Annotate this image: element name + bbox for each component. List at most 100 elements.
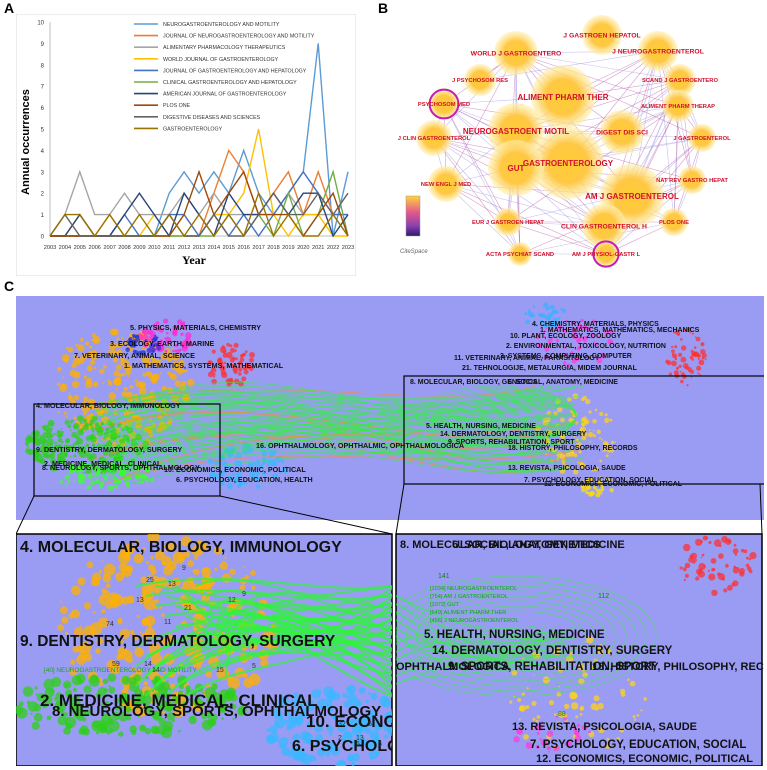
y-tick-label: 4 bbox=[41, 149, 45, 155]
zoom-left-dot bbox=[142, 547, 146, 551]
citing-journal-dot bbox=[164, 349, 168, 353]
zoom-right-curve bbox=[396, 635, 557, 653]
zoom-left-dot bbox=[98, 681, 104, 686]
zoom-left-dot bbox=[89, 712, 94, 716]
zoom-right-curve bbox=[396, 625, 547, 669]
left-cluster-label: 7. VETERINARY, ANIMAL, SCIENCE bbox=[74, 351, 195, 360]
zoom-right-dot bbox=[586, 636, 594, 644]
zoom-left-dot bbox=[326, 701, 333, 708]
network-node bbox=[600, 110, 644, 154]
zoom-right-dot bbox=[517, 698, 522, 702]
citing-journal-dot bbox=[76, 449, 83, 455]
cited-journal-dot bbox=[539, 313, 543, 318]
zoom-left-dot bbox=[118, 711, 129, 722]
cited-journal-dot bbox=[678, 364, 682, 368]
zoom-left-dot bbox=[108, 685, 111, 688]
zoom-left-number: 12 bbox=[228, 597, 236, 604]
zoom-left-dot bbox=[340, 718, 342, 720]
zoom-right-dot bbox=[695, 538, 703, 546]
citing-journal-dot bbox=[65, 346, 69, 350]
zoom-right-dot bbox=[718, 553, 724, 559]
citing-journal-dot bbox=[140, 473, 146, 480]
citing-journal-dot bbox=[121, 337, 124, 340]
citing-journal-dot bbox=[233, 378, 240, 385]
citing-journal-dot bbox=[69, 463, 75, 470]
cited-journal-dot bbox=[576, 323, 583, 330]
citing-journal-dot bbox=[77, 344, 85, 352]
network-edge bbox=[673, 105, 679, 223]
cited-journal-dot bbox=[524, 312, 528, 315]
citing-journal-dot bbox=[73, 454, 77, 458]
series-line-9 bbox=[49, 191, 349, 237]
zoom-right-dot bbox=[536, 724, 543, 731]
zoom-right-curve bbox=[396, 595, 577, 645]
zoom-right-dot bbox=[711, 589, 718, 596]
cited-journal-dot bbox=[593, 341, 596, 344]
citing-journal-dot bbox=[209, 472, 216, 479]
citing-journal-dot bbox=[174, 349, 177, 353]
zoom-right-dot bbox=[519, 705, 526, 712]
cited-journal-dot bbox=[581, 487, 587, 493]
citing-journal-dot bbox=[69, 369, 77, 377]
cited-journal-dot bbox=[699, 373, 701, 376]
zoom-left-dot bbox=[145, 676, 149, 680]
zoom-left-dot bbox=[197, 540, 202, 545]
zoom-right-curve bbox=[396, 611, 577, 655]
x-tick-label: 2018 bbox=[267, 245, 279, 251]
network-node bbox=[464, 64, 496, 96]
network-node-label: PSYCHOSOM MED bbox=[418, 102, 470, 108]
citing-journal-dot bbox=[120, 342, 124, 346]
cited-journal-dot bbox=[588, 410, 592, 414]
cited-journal-dot bbox=[547, 338, 553, 344]
zoom-left-dot bbox=[358, 687, 366, 694]
citation-curve bbox=[121, 441, 561, 467]
citing-journal-dot bbox=[162, 346, 165, 348]
cited-journal-dot bbox=[691, 351, 697, 357]
zoom-right-dot bbox=[556, 691, 562, 697]
zoom-left-dot bbox=[33, 703, 42, 712]
zoom-left-dot bbox=[131, 729, 137, 736]
zoom-left-dot bbox=[218, 703, 227, 713]
cited-journal-dot bbox=[609, 488, 614, 493]
cited-journal-dot bbox=[686, 327, 692, 333]
cited-journal-dot bbox=[592, 319, 596, 323]
zoom-left-dot bbox=[144, 704, 152, 713]
zoom-right-number: 112 bbox=[598, 593, 609, 600]
zoom-right-dot bbox=[747, 566, 752, 571]
zoom-left-number: 14 bbox=[144, 661, 152, 668]
zoom-left-curve bbox=[145, 593, 392, 657]
zoom-left-dot bbox=[337, 722, 348, 733]
zoom-right-loop bbox=[396, 575, 657, 697]
cited-journal-dot bbox=[557, 406, 563, 413]
citing-journal-dot bbox=[260, 450, 268, 457]
citation-curve bbox=[103, 448, 585, 485]
zoom-right-curve bbox=[396, 637, 567, 685]
citing-journal-dot bbox=[39, 435, 44, 439]
zoom-left-dot bbox=[370, 692, 378, 701]
right-cluster-label: 4. CHEMISTRY, MATERIALS, PHYSICS bbox=[532, 321, 659, 328]
network-edge bbox=[445, 52, 517, 185]
citing-journal-dot bbox=[100, 422, 104, 426]
network-node-label: SCAND J GASTROENTERO bbox=[642, 78, 719, 84]
zoom-left-dot bbox=[36, 693, 46, 702]
citing-journal-dot bbox=[152, 323, 156, 327]
citation-curve bbox=[103, 394, 553, 461]
zoom-left-dot bbox=[384, 711, 392, 722]
zoom-left-number: 14 bbox=[152, 667, 160, 674]
zoom-left-dot bbox=[219, 561, 228, 570]
citing-journal-dot bbox=[151, 337, 157, 343]
zoom-left-dot bbox=[194, 555, 199, 560]
zoom-right-dot bbox=[627, 678, 630, 682]
citing-journal-dot bbox=[233, 342, 239, 348]
zoom-left-cluster-label: 10. ECONOMICS, ECONOMIC, POLITICAL bbox=[306, 712, 641, 731]
citation-curve bbox=[97, 411, 585, 443]
cited-journal-dot bbox=[563, 328, 568, 333]
network-node bbox=[494, 208, 522, 236]
citing-journal-dot bbox=[273, 473, 279, 479]
zoom-left-dot bbox=[61, 616, 69, 624]
citing-journal-dot bbox=[123, 364, 131, 371]
zoom-left-dot bbox=[391, 708, 392, 714]
zoom-left-dot bbox=[139, 631, 142, 634]
cited-journal-dot bbox=[534, 324, 538, 327]
zoom-right-curve bbox=[396, 641, 577, 657]
